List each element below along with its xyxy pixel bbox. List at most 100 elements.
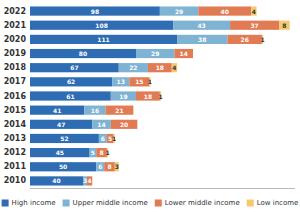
legend-label: High income: [12, 199, 56, 207]
bar-segment: [227, 35, 261, 44]
bar-segment: [112, 77, 129, 86]
tick-label: 2019: [4, 49, 27, 58]
legend: High income Upper middle income Lower midd…: [2, 199, 299, 207]
data-label: 1: [158, 93, 162, 100]
bar-segment: [133, 106, 134, 115]
tick-label: 2013: [4, 134, 26, 143]
data-label: 4: [172, 64, 176, 71]
bar-segment: [137, 120, 138, 129]
bar-segment: [30, 63, 119, 72]
data-label: 62: [67, 78, 75, 85]
data-label: 14: [180, 50, 188, 57]
tick-label: 2016: [4, 92, 27, 101]
data-label: 14: [97, 121, 105, 128]
legend-label: Low income: [257, 199, 299, 207]
data-label: 1: [148, 78, 152, 85]
bar-segment: [198, 6, 251, 15]
tick-label: 2012: [4, 148, 26, 157]
data-label: 40: [52, 177, 60, 184]
tick-label: 2017: [4, 77, 26, 86]
data-label: 5: [91, 149, 95, 156]
data-label: 37: [250, 22, 258, 29]
bar-segment: [30, 35, 177, 44]
data-label: 22: [129, 64, 137, 71]
data-label: 15: [135, 78, 143, 85]
data-label: 26: [240, 36, 248, 43]
bar-segment: [96, 162, 104, 171]
data-label: 38: [198, 36, 206, 43]
chart: 4034506834558152651471420411621611918162…: [0, 0, 300, 212]
bar-segment: [30, 162, 96, 171]
data-label: 3: [83, 177, 87, 184]
data-label: 18: [144, 93, 152, 100]
data-label: 16: [91, 107, 99, 114]
data-label: 6: [101, 135, 105, 142]
data-label: 8: [99, 149, 103, 156]
data-label: 40: [221, 8, 229, 15]
data-label: 80: [79, 50, 87, 57]
bar-segment: [251, 6, 256, 15]
bar-segment: [136, 49, 174, 58]
data-label: 4: [252, 8, 256, 15]
data-label: 6: [98, 163, 102, 170]
bar-segment: [104, 162, 115, 171]
bar-segment: [174, 49, 193, 58]
bar-segment: [111, 91, 136, 100]
legend-label: Upper middle income: [73, 199, 148, 207]
tick-label: 2010: [4, 176, 27, 185]
bar-segment: [106, 106, 134, 115]
data-label: 29: [151, 50, 159, 57]
data-label: 1: [260, 36, 264, 43]
data-label: 1: [112, 135, 116, 142]
bar-segment: [177, 35, 227, 44]
bar-segment: [30, 148, 90, 157]
bar-segment: [30, 6, 160, 15]
data-label: 13: [117, 78, 125, 85]
bar-segment: [30, 49, 136, 58]
bar-segment: [111, 120, 138, 129]
data-label: 52: [60, 135, 68, 142]
bar-segment: [30, 134, 99, 143]
x-axis-line: [30, 188, 295, 189]
data-label: 111: [97, 36, 110, 43]
legend-item: Lower middle income: [155, 199, 240, 207]
bars: [30, 6, 290, 185]
data-label: 19: [119, 93, 127, 100]
bar-segment: [30, 91, 111, 100]
bar-segment: [115, 162, 119, 171]
bar-segment: [92, 120, 111, 129]
data-label: 21: [115, 107, 123, 114]
tick-label: 2011: [4, 162, 27, 171]
bar-segment: [30, 120, 92, 129]
data-labels: 4034506834558152651471420411621611918162…: [52, 8, 286, 185]
bar-segment: [30, 176, 83, 185]
data-label: 29: [175, 8, 183, 15]
data-label: 45: [56, 149, 64, 156]
data-label: 8: [107, 163, 111, 170]
legend-item: High income: [2, 199, 56, 207]
legend-label: Lower middle income: [165, 199, 240, 207]
data-label: 41: [53, 107, 61, 114]
bar-segment: [119, 63, 148, 72]
bar-segment: [148, 63, 172, 72]
data-label: 67: [70, 64, 78, 71]
bar-segment: [99, 134, 107, 143]
data-label: 3: [115, 163, 119, 170]
bar-segment: [30, 21, 173, 30]
bar-segment: [136, 91, 160, 100]
legend-swatch: [247, 200, 254, 207]
data-label: 50: [59, 163, 67, 170]
bar-segment: [83, 176, 87, 185]
data-label: 47: [57, 121, 65, 128]
bar-segment: [192, 49, 193, 58]
data-label: 98: [91, 8, 99, 15]
data-label: 108: [95, 22, 108, 29]
bar-segment: [30, 77, 112, 86]
bar-segment: [160, 6, 198, 15]
data-label: 4: [88, 177, 92, 184]
tick-label: 2015: [4, 106, 27, 115]
bar-segment: [173, 21, 230, 30]
bar-segment: [87, 176, 92, 185]
legend-item: Low income: [247, 199, 299, 207]
bar-segment: [84, 106, 105, 115]
